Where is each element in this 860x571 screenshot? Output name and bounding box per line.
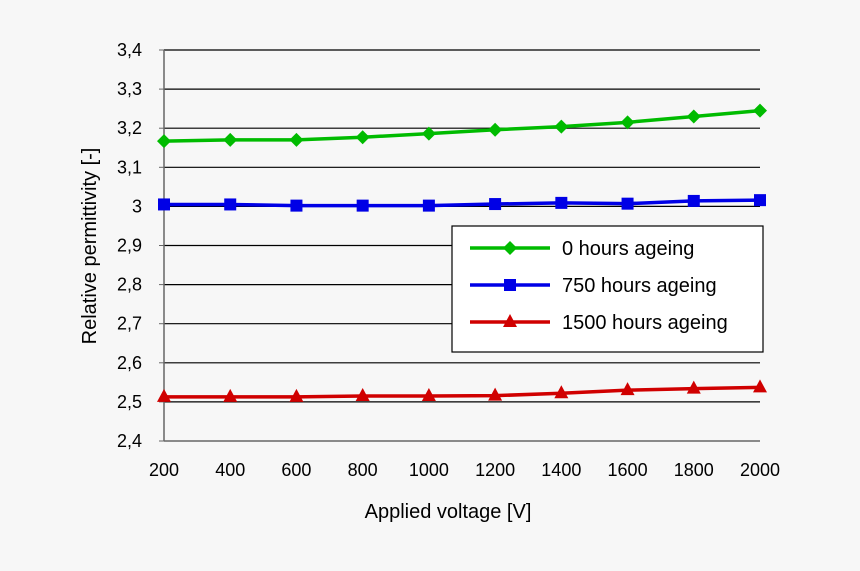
series-line <box>164 198 761 208</box>
diamond-marker <box>503 241 517 255</box>
y-tick-label: 2,6 <box>117 353 142 373</box>
diamond-marker <box>355 130 370 145</box>
y-tick-label: 2,7 <box>117 314 142 334</box>
legend: 0 hours ageing 750 hours ageing 1500 hours… <box>451 225 764 353</box>
y-tick-label: 3 <box>132 196 142 216</box>
square-marker <box>489 198 502 211</box>
y-tick-label: 2,5 <box>117 392 142 412</box>
x-tick-label: 400 <box>215 460 245 480</box>
legend-label: 0 hours ageing <box>562 238 694 260</box>
y-tick-label: 3,1 <box>117 157 142 177</box>
triangle-marker <box>289 388 304 402</box>
x-axis-label: Applied voltage [V] <box>365 501 532 523</box>
square-marker <box>621 197 634 210</box>
x-tick-label: 800 <box>348 460 378 480</box>
y-tick-label: 2,4 <box>117 431 142 451</box>
y-tick-label: 2,8 <box>117 275 142 295</box>
diamond-marker <box>686 109 701 124</box>
series-line <box>164 385 761 399</box>
y-tick-label: 3,3 <box>117 79 142 99</box>
x-tick-label: 200 <box>149 460 179 480</box>
x-tick-label: 600 <box>281 460 311 480</box>
diamond-marker <box>620 115 635 130</box>
triangle-marker <box>355 388 370 402</box>
series-diamond <box>157 103 767 149</box>
triangle-marker <box>686 380 701 394</box>
square-marker <box>224 198 237 211</box>
x-tick-label: 1400 <box>541 460 581 480</box>
diamond-marker <box>753 103 767 118</box>
series-square <box>158 194 766 212</box>
square-marker <box>356 199 369 212</box>
square-marker <box>687 194 700 207</box>
square-marker <box>422 199 435 212</box>
x-tick-label: 2000 <box>740 460 780 480</box>
y-axis-label: Relative permittivity [-] <box>79 148 101 345</box>
x-tick-label: 1000 <box>409 460 449 480</box>
x-tick-labels: 200 400 600 800 1000 1200 1400 1600 1800 2000 <box>149 460 780 480</box>
triangle-marker <box>753 379 767 393</box>
y-tick-labels: 2,4 2,5 2,6 2,7 2,8 2,9 3 3,1 3,2 3,3 3,4 <box>117 40 142 451</box>
diamond-marker <box>289 132 304 147</box>
y-tick-label: 2,9 <box>117 236 142 256</box>
x-tick-label: 1800 <box>674 460 714 480</box>
square-marker <box>504 279 516 291</box>
diamond-marker <box>421 126 436 141</box>
legend-label: 1500 hours ageing <box>562 312 728 334</box>
triangle-marker <box>503 314 517 327</box>
triangle-marker <box>223 388 238 402</box>
square-marker <box>158 198 170 211</box>
x-tick-label: 1200 <box>475 460 515 480</box>
diamond-marker <box>157 134 171 149</box>
y-tick-label: 3,4 <box>117 40 142 60</box>
triangle-marker <box>620 382 635 396</box>
diamond-marker <box>223 132 238 147</box>
series-line <box>163 108 761 143</box>
legend-label: 750 hours ageing <box>562 275 717 297</box>
y-tick-label: 3,2 <box>117 118 142 138</box>
triangle-marker <box>421 388 436 402</box>
x-tick-label: 1600 <box>608 460 648 480</box>
series-group <box>157 103 767 402</box>
triangle-marker <box>157 388 171 402</box>
diamond-marker <box>488 122 503 137</box>
triangle-marker <box>488 387 503 401</box>
triangle-marker <box>554 385 569 399</box>
series-triangle <box>157 379 767 402</box>
axes <box>159 49 760 442</box>
diamond-marker <box>554 119 569 134</box>
square-marker <box>555 196 568 209</box>
square-marker <box>290 199 303 212</box>
square-marker <box>754 194 766 207</box>
